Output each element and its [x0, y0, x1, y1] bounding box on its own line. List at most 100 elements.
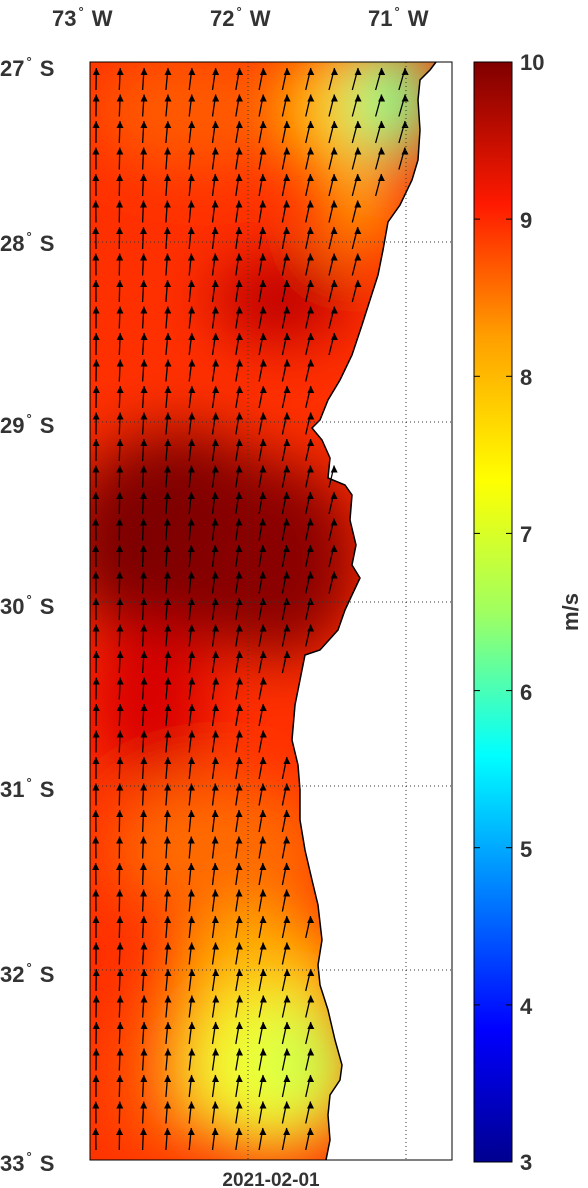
lat-label-31: 31 ° S: [0, 775, 54, 802]
wind-arrow-head: [212, 94, 220, 102]
wind-arrow-head: [116, 465, 124, 473]
wind-arrow-head: [140, 571, 148, 579]
wind-arrow-head: [354, 68, 362, 75]
wind-arrow-head: [307, 94, 315, 102]
wind-arrow-head: [211, 200, 219, 208]
wind-arrow-head: [164, 386, 172, 393]
wind-arrow-head: [212, 730, 220, 738]
wind-arrow-head: [92, 1048, 100, 1056]
wind-arrow-head: [140, 942, 148, 950]
wind-arrow-head: [235, 306, 243, 314]
wind-arrow-head: [164, 571, 171, 579]
wind-arrow-head: [188, 995, 196, 1003]
wind-arrow-head: [116, 1075, 124, 1082]
wind-arrow-head: [283, 439, 291, 446]
wind-arrow-head: [164, 253, 171, 261]
wind-arrow-head: [236, 333, 243, 340]
wind-arrow-head: [259, 121, 267, 128]
wind-arrow-head: [283, 147, 291, 155]
wind-arrow-head: [236, 704, 244, 711]
wind-arrow-head: [116, 651, 124, 658]
wind-arrow-head: [306, 545, 314, 552]
wind-arrow-head: [330, 333, 338, 340]
wind-arrow-head: [307, 969, 315, 976]
colorbar-gradient: [474, 62, 512, 1162]
wind-arrow-head: [140, 863, 147, 870]
wind-arrow-head: [164, 1128, 171, 1135]
wind-arrow-head: [307, 465, 314, 473]
wind-arrow-head: [140, 200, 147, 208]
wind-arrow-head: [330, 174, 338, 181]
wind-arrow-head: [116, 174, 124, 181]
wind-arrow-head: [116, 227, 124, 234]
wind-arrow-head: [164, 730, 172, 738]
wind-arrow-head: [92, 1022, 100, 1029]
wind-arrow-head: [164, 995, 172, 1003]
wind-arrow-head: [307, 359, 315, 367]
wind-arrow-head: [116, 359, 124, 367]
wind-arrow-head: [212, 333, 220, 340]
wind-arrow-head: [259, 306, 267, 314]
wind-arrow-head: [164, 677, 172, 685]
wind-arrow-head: [188, 1075, 196, 1082]
wind-arrow-head: [331, 68, 338, 75]
wind-arrow-head: [164, 916, 172, 923]
wind-arrow-head: [211, 545, 219, 552]
wind-arrow-head: [164, 280, 172, 287]
wind-arrow-head: [140, 465, 148, 473]
wind-arrow-head: [235, 889, 243, 897]
wind-arrow-head: [212, 1022, 220, 1029]
wind-arrow-head: [307, 333, 315, 340]
wind-arrow-head: [259, 863, 267, 870]
lon-label-71: 71 ° W: [368, 4, 429, 31]
wind-arrow-head: [259, 969, 267, 976]
wind-arrow-head: [188, 280, 195, 287]
wind-arrow-head: [235, 280, 243, 287]
graticule: [90, 62, 452, 1160]
wind-arrow-head: [187, 889, 195, 897]
wind-arrow-head: [212, 412, 220, 420]
wind-arrow-head: [211, 280, 219, 287]
wind-arrow-head: [164, 121, 172, 128]
wind-arrow-head: [212, 1048, 220, 1056]
wind-arrow-head: [307, 571, 314, 579]
wind-arrow-head: [164, 68, 172, 75]
wind-arrow-head: [330, 492, 338, 499]
wind-arrow-head: [116, 253, 124, 261]
wind-arrow-head: [211, 916, 219, 923]
wind-arrow-head: [116, 730, 124, 738]
colorbar-unit-label: m/s: [558, 593, 583, 631]
wind-arrow-head: [163, 200, 171, 208]
wind-arrow-head: [235, 518, 243, 526]
wind-arrow-head: [259, 333, 267, 340]
wind-arrow-head: [116, 598, 124, 605]
wind-arrow-head: [283, 836, 291, 844]
wind-arrow-head: [140, 1075, 148, 1082]
latitude-labels: 27 ° S 28 ° S 29 ° S 30 ° S 31 ° S 32 ° S 33 ° S: [0, 54, 54, 1176]
colorbar-ticks: [474, 61, 512, 1163]
wind-arrow-head: [330, 280, 338, 287]
wind-arrow-head: [164, 757, 172, 764]
wind-arrow-head: [116, 916, 124, 923]
wind-arrow-head: [164, 492, 171, 499]
wind-arrow-head: [283, 783, 291, 791]
wind-arrow-head: [92, 1075, 100, 1082]
wind-arrow-head: [378, 94, 386, 102]
wind-arrow-head: [164, 147, 172, 155]
wind-arrow-head: [283, 333, 291, 340]
wind-arrow-head: [164, 598, 172, 605]
wind-arrow-head: [401, 121, 409, 128]
wind-arrow-head: [163, 863, 171, 870]
wind-arrow-head: [188, 1048, 196, 1056]
wind-arrow-head: [140, 253, 148, 261]
wind-arrow-head: [378, 68, 386, 75]
wind-arrow-head: [116, 995, 124, 1003]
wind-arrow-head: [307, 916, 315, 923]
wind-arrow-head: [235, 465, 243, 473]
wind-arrow-head: [116, 306, 124, 314]
wind-arrow-head: [116, 121, 124, 128]
wind-arrow-head: [330, 518, 338, 526]
wind-arrow-head: [188, 121, 196, 128]
wind-arrow-head: [235, 571, 243, 579]
wind-arrow-head: [259, 730, 267, 738]
